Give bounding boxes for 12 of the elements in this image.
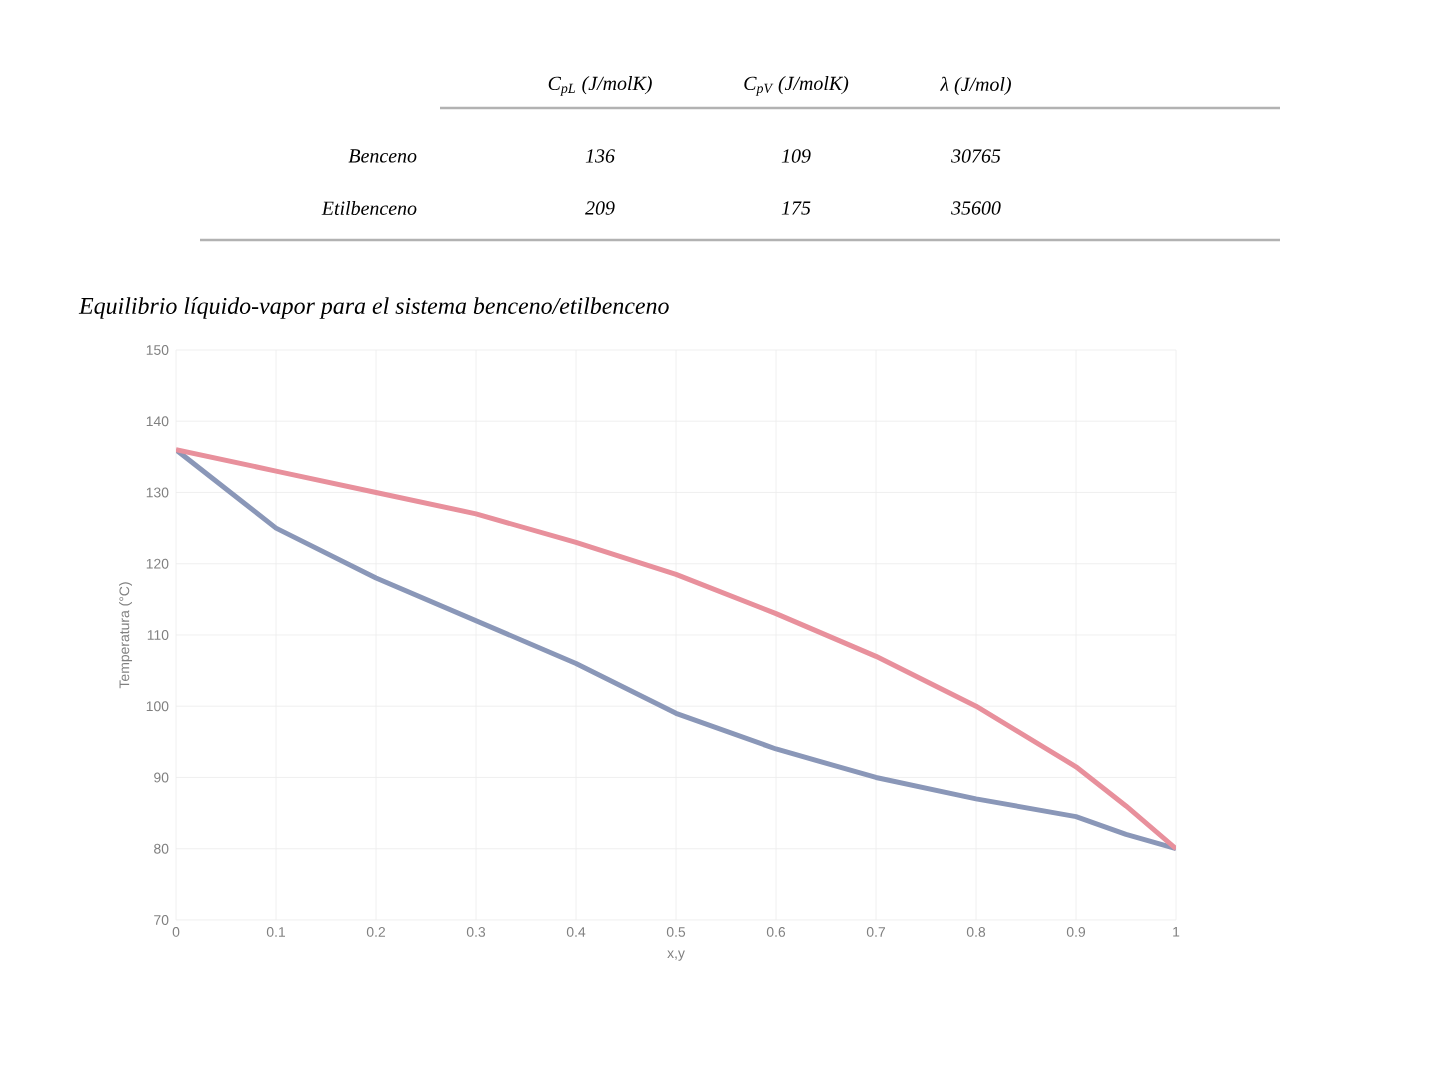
text: 35600 <box>951 201 1001 215</box>
text: Benceno <box>348 149 417 163</box>
text: 109 <box>781 149 811 163</box>
text: Etilbenceno <box>321 200 417 215</box>
text: C$_{pV}$ (J/molK) <box>744 76 849 96</box>
text: 30765 <box>951 149 1001 163</box>
text: 175 <box>781 201 811 215</box>
chart-title: Equilibrio líquido-vapor para el sistema benceno/etilbenceno <box>78 297 669 319</box>
text: λ (J/mol) <box>939 76 1011 96</box>
text: 136 <box>585 149 615 163</box>
text: C$_{pL}$ (J/molK) <box>548 76 652 96</box>
text: 209 <box>585 201 615 215</box>
